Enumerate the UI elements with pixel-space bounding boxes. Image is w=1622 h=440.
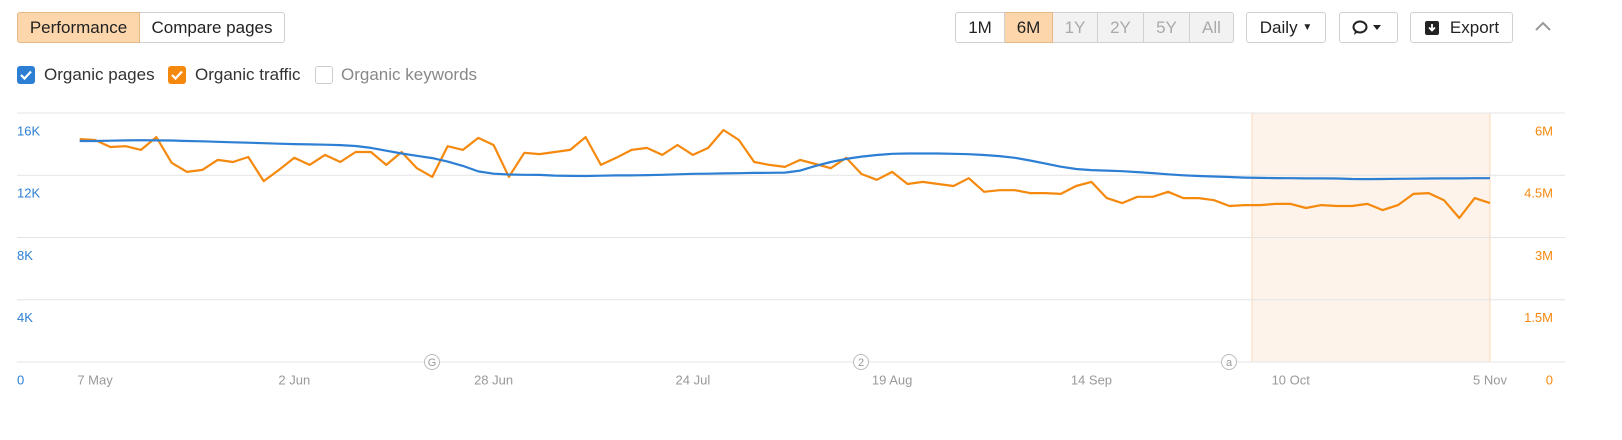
y-tick-label: 8K — [17, 248, 33, 263]
tab-button[interactable]: Compare pages — [140, 12, 285, 43]
y2-tick-label: 1.5M — [1524, 310, 1553, 325]
x-tick-label: 7 May — [77, 372, 113, 387]
tab-button[interactable]: Performance — [17, 12, 140, 43]
comment-icon — [1352, 20, 1381, 35]
comment-dropdown[interactable] — [1339, 12, 1398, 43]
legend-checkbox[interactable] — [315, 66, 333, 84]
x-tick-label: 5 Nov — [1473, 372, 1507, 387]
annotation-marker — [1221, 354, 1237, 370]
export-label: Export — [1449, 17, 1500, 37]
annotation-marker — [853, 354, 869, 370]
check-mark — [171, 70, 183, 81]
export-button[interactable]: Export — [1410, 12, 1513, 43]
range-button: 1Y — [1053, 12, 1098, 43]
y-tick-label: 12K — [17, 186, 40, 201]
y2-tick-label: 6M — [1535, 123, 1553, 138]
range-button: 2Y — [1098, 12, 1144, 43]
collapse-caret[interactable] — [1533, 19, 1553, 35]
annotation-label: a — [1226, 357, 1233, 369]
legend-label[interactable]: Organic traffic — [195, 65, 301, 84]
y2-tick-label: 4.5M — [1524, 186, 1553, 201]
export-icon — [1424, 20, 1439, 35]
legend-label[interactable]: Organic keywords — [341, 65, 478, 84]
y2-tick-label: 0 — [1546, 372, 1553, 387]
x-tick-label: 28 Jun — [474, 372, 513, 387]
y-tick-label: 16K — [17, 123, 40, 138]
range-button[interactable]: 6M — [1005, 12, 1053, 43]
y-tick-label: 4K — [17, 310, 33, 325]
x-tick-label: 24 Jul — [676, 372, 711, 387]
series-line — [79, 128, 1491, 220]
series-line — [79, 139, 1490, 181]
x-tick-label: 2 Jun — [278, 372, 310, 387]
range-button: All — [1190, 12, 1234, 43]
annotation-label: 2 — [858, 357, 864, 369]
range-button: 5Y — [1144, 12, 1190, 43]
legend-checkbox[interactable] — [168, 66, 186, 84]
interval-label: Daily — [1259, 17, 1298, 37]
check-mark — [20, 70, 32, 81]
legend-label[interactable]: Organic pages — [44, 65, 155, 84]
x-tick-label: 19 Aug — [872, 372, 913, 387]
annotation-marker — [424, 354, 440, 370]
interval-dropdown[interactable]: Daily ▼ — [1246, 12, 1326, 43]
x-tick-label: 14 Sep — [1071, 372, 1112, 387]
annotation-label: G — [428, 357, 437, 369]
x-tick-label: 10 Oct — [1272, 372, 1311, 387]
y-tick-label: 0 — [17, 372, 24, 387]
legend-checkbox[interactable] — [17, 66, 35, 84]
range-button[interactable]: 1M — [955, 12, 1005, 43]
y2-tick-label: 3M — [1535, 248, 1553, 263]
